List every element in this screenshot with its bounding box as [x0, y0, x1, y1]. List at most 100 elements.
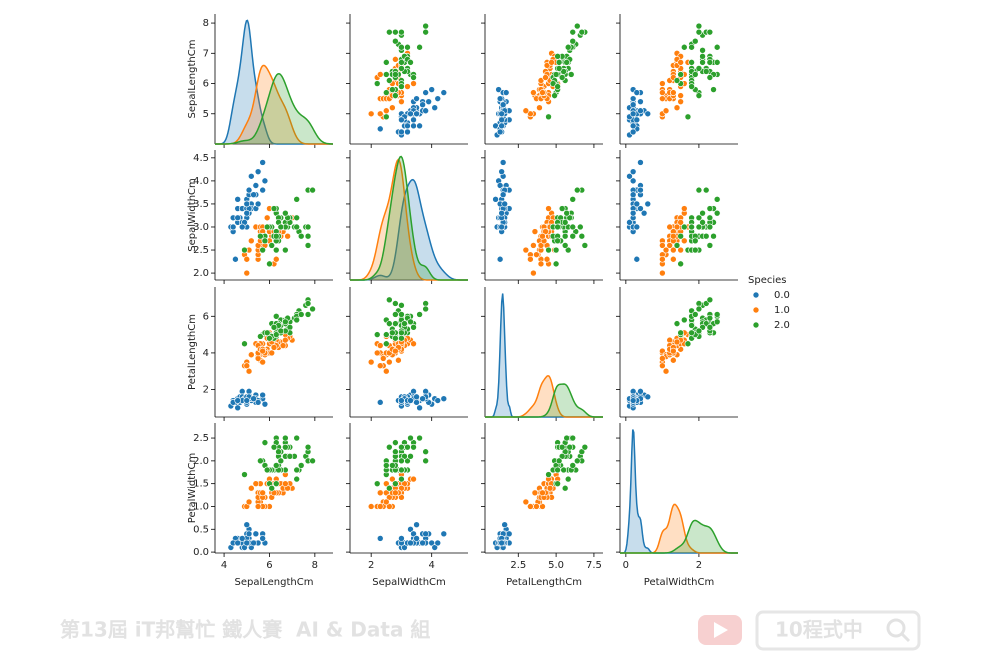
scatter-point: [272, 255, 280, 263]
scatter-point: [373, 80, 381, 87]
scatter-point: [245, 388, 253, 395]
y-axis-label: SepalLengthCm: [187, 40, 198, 119]
scatter-point: [398, 116, 405, 124]
scatter-point: [498, 168, 505, 175]
scatter-point: [410, 74, 417, 81]
scatter-point: [644, 200, 652, 208]
scatter-point: [680, 223, 688, 231]
scatter-point: [259, 186, 266, 194]
scatter-point: [673, 338, 681, 346]
scatter-point: [392, 347, 399, 355]
scatter-point: [680, 205, 688, 212]
scatter-point: [413, 95, 420, 102]
scatter-point: [410, 122, 417, 130]
scatter-point: [644, 393, 652, 401]
scatter-point: [392, 489, 399, 497]
scatter-point: [367, 110, 375, 118]
scatter-point: [392, 480, 399, 487]
scatter-point: [537, 242, 545, 249]
y-tick-label: 7: [203, 48, 209, 59]
scatter-point: [702, 232, 710, 240]
scatter-point: [309, 305, 316, 313]
scatter-point: [527, 110, 534, 118]
scatter-point: [232, 255, 239, 263]
scatter-point: [243, 397, 251, 404]
scatter-point: [410, 475, 417, 483]
y-tick-label: 2.0: [193, 268, 209, 279]
scatter-point: [259, 347, 266, 355]
scatter-point: [422, 300, 429, 307]
scatter-point: [688, 223, 695, 231]
scatter-point: [552, 246, 560, 254]
scatter-point: [304, 300, 312, 307]
scatter-point: [392, 71, 399, 78]
scatter-point: [522, 246, 530, 254]
scatter-point: [563, 209, 570, 217]
scatter-point: [407, 452, 414, 460]
scatter-point: [386, 296, 393, 304]
scatter-point: [268, 484, 276, 492]
scatter-point: [539, 232, 546, 240]
scatter-point: [706, 223, 714, 231]
scatter-point: [297, 462, 305, 469]
scatter-point: [297, 232, 305, 240]
scatter-point: [629, 122, 637, 130]
scatter-point: [234, 196, 241, 203]
scatter-point: [706, 314, 714, 322]
scatter-point: [275, 448, 282, 456]
scatter-point: [404, 128, 411, 136]
scatter-point: [416, 434, 423, 442]
scatter-point: [629, 168, 637, 175]
scatter-point: [662, 107, 670, 115]
scatter-point: [293, 196, 300, 203]
scatter-point: [505, 530, 513, 538]
x-tick-label: 2.5: [510, 560, 526, 571]
scatter-point: [498, 116, 505, 124]
scatter-point: [401, 480, 408, 487]
scatter-point: [555, 457, 563, 465]
scatter-point: [710, 86, 717, 93]
scatter-point: [573, 22, 581, 30]
scatter-point: [551, 92, 558, 99]
scatter-point: [428, 86, 435, 93]
scatter-point: [376, 71, 384, 78]
kde-area: [620, 429, 738, 553]
scatter-point: [398, 484, 405, 492]
scatter-point: [542, 228, 549, 235]
scatter-point: [706, 28, 714, 36]
scatter-point: [419, 395, 426, 402]
kde-area: [215, 65, 333, 144]
scatter-point: [564, 475, 572, 483]
scatter-point: [410, 388, 417, 395]
scatter-point: [270, 443, 278, 451]
scatter-point: [398, 28, 405, 36]
scatter-point: [259, 358, 266, 366]
scatter-point: [680, 237, 688, 245]
scatter-point: [284, 232, 291, 240]
scatter-point: [637, 98, 644, 105]
scatter-point: [386, 320, 393, 327]
scatter-point: [706, 323, 714, 331]
scatter-point: [633, 255, 641, 263]
scatter-point: [695, 223, 703, 231]
scatter-point: [644, 110, 652, 118]
scatter-point: [670, 347, 677, 355]
legend-marker: [752, 306, 760, 314]
scatter-point: [376, 110, 384, 118]
scatter-point: [569, 434, 577, 442]
scatter-point: [243, 209, 251, 217]
scatter-point: [578, 232, 586, 240]
scatter-point: [680, 43, 688, 51]
scatter-point: [554, 480, 561, 487]
scatter-point: [633, 200, 641, 208]
scatter-point: [542, 74, 549, 81]
scatter-point: [431, 544, 439, 551]
scatter-point: [413, 393, 420, 401]
x-tick-label: 8: [312, 560, 318, 571]
kde-area: [350, 159, 468, 280]
scatter-point: [691, 237, 699, 245]
scatter-point: [549, 80, 557, 87]
scatter-point: [293, 475, 300, 483]
scatter-point: [633, 89, 641, 96]
